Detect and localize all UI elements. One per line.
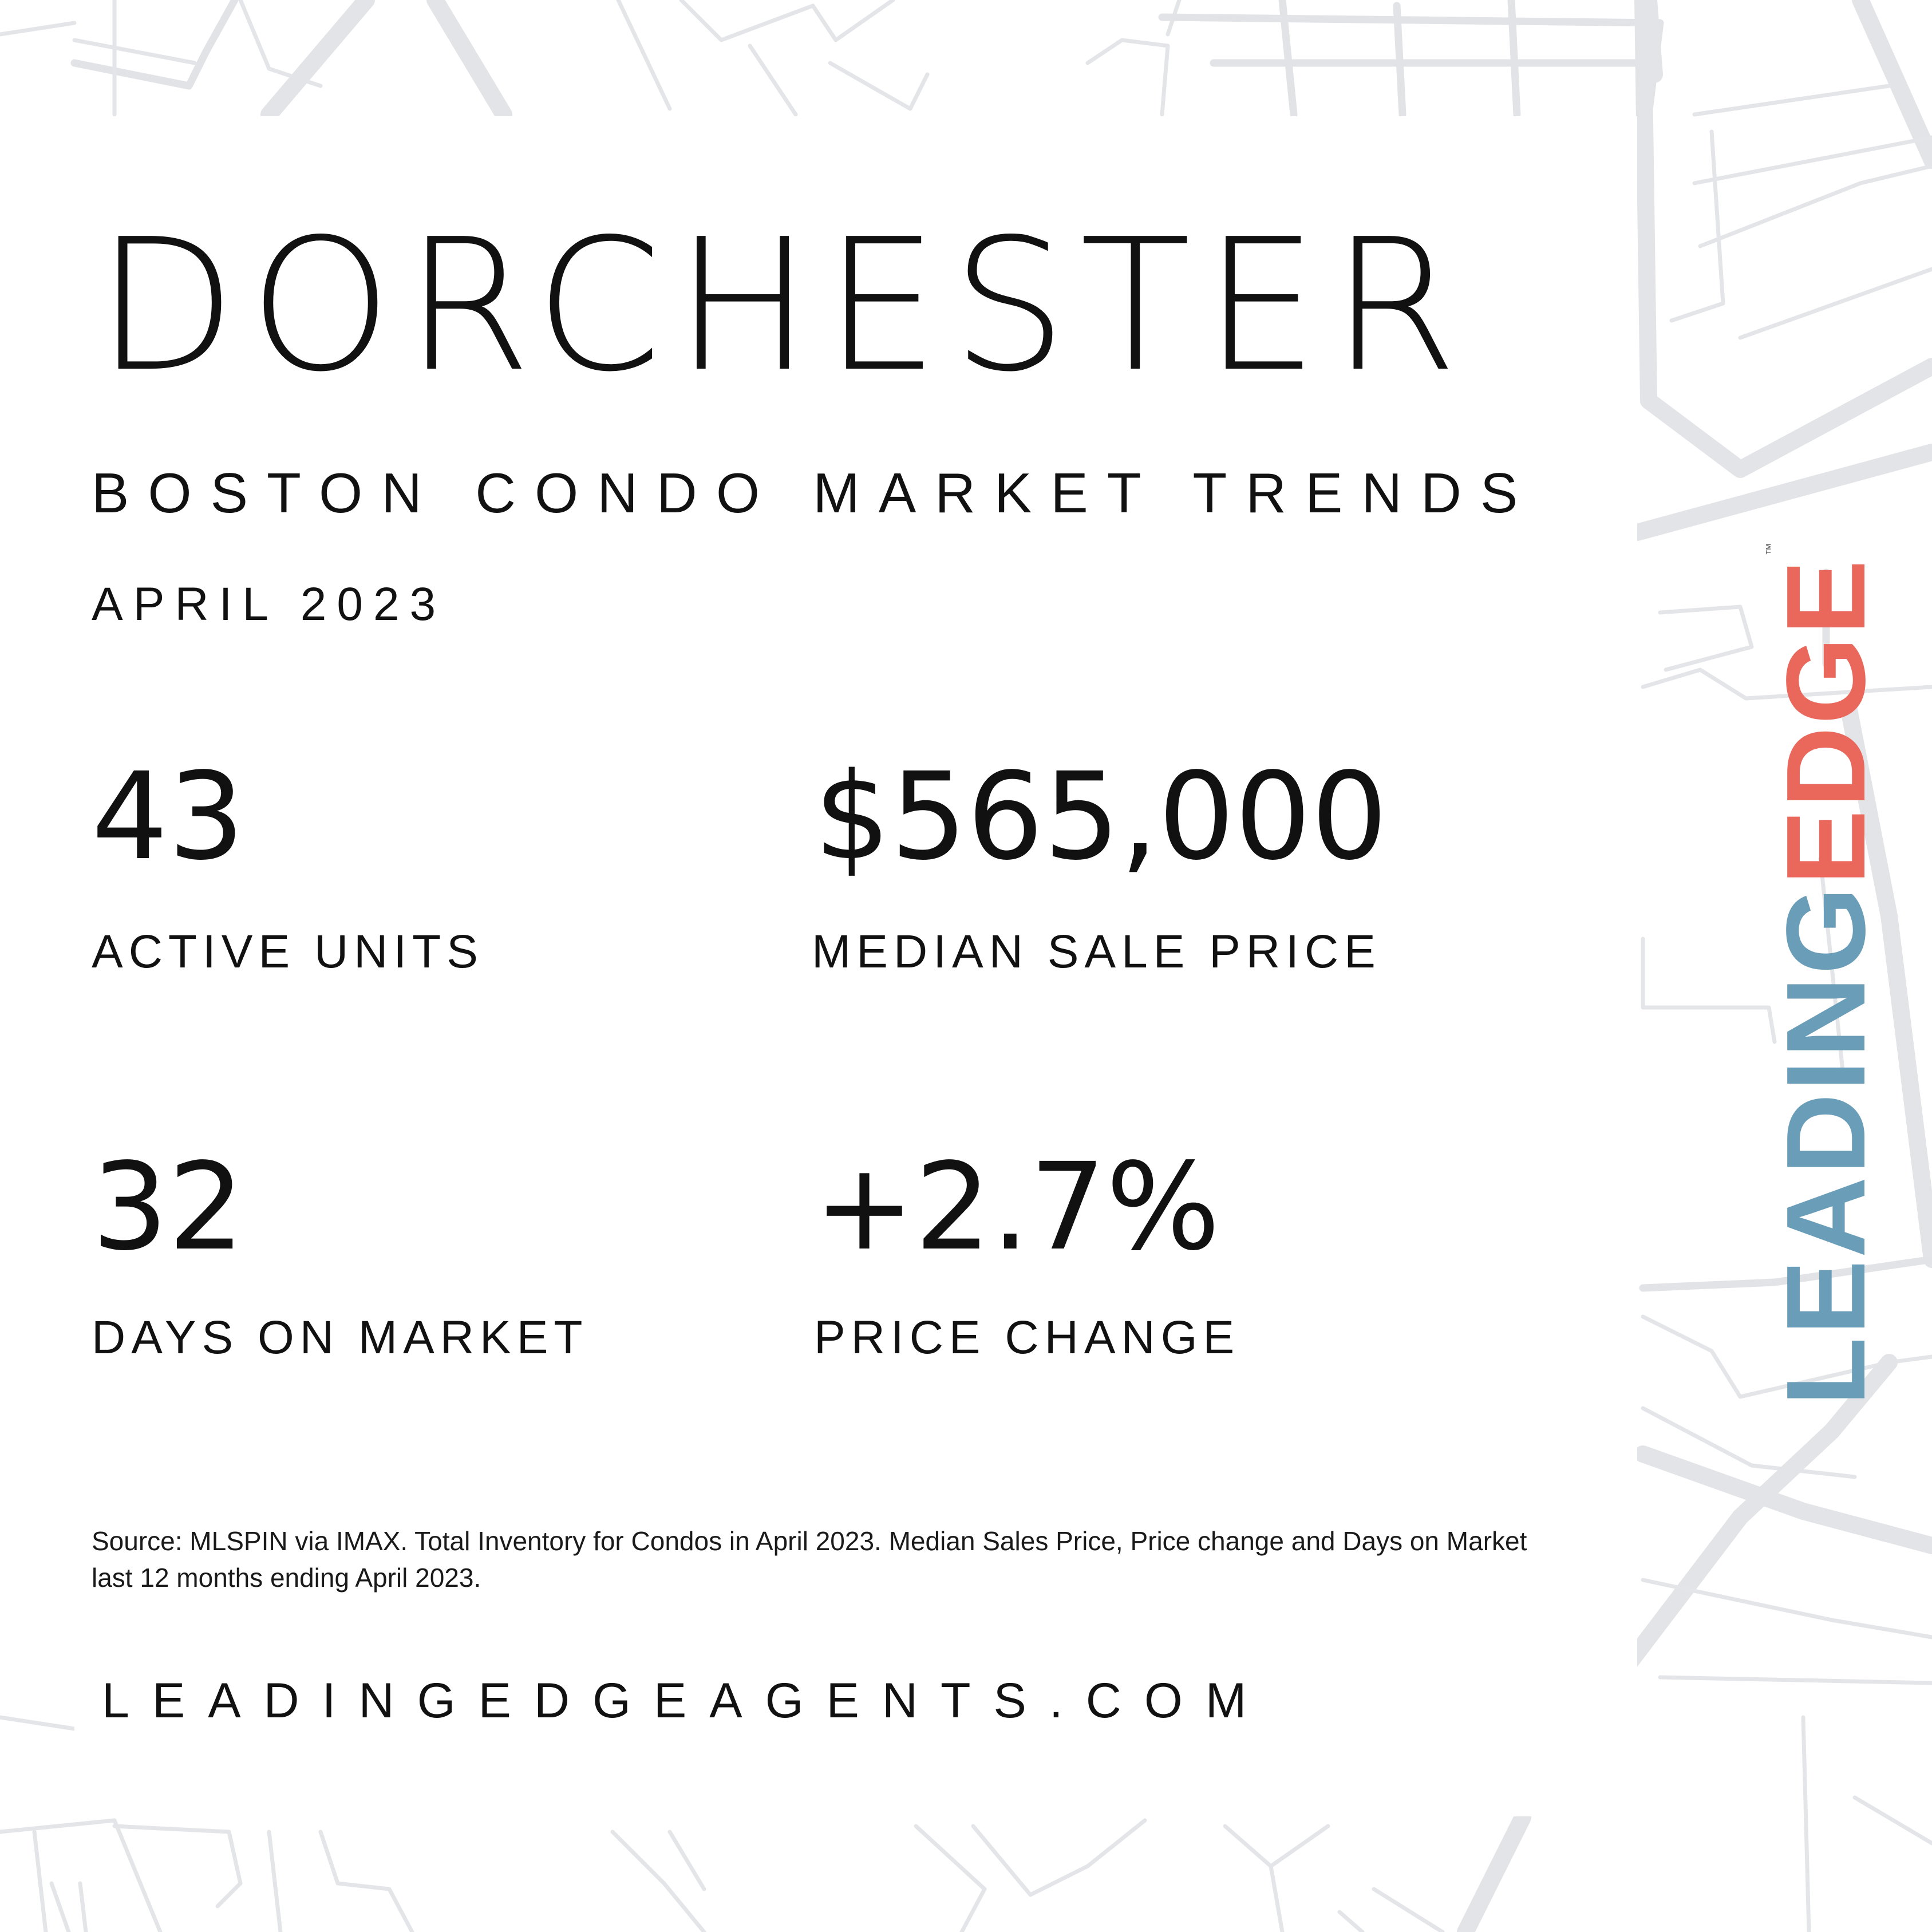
report-subtitle: BOSTON CONDO MARKET TRENDS [92, 461, 1537, 524]
days-on-market-value: 32 [92, 1137, 245, 1277]
trademark-mark: ™ [1763, 540, 1777, 556]
website-url: LEADINGEDGEAGENTS.COM [102, 1673, 1270, 1728]
active-units-label: ACTIVE UNITS [92, 926, 484, 978]
leadingedge-logo: LEADINGEDGE ™ [1763, 540, 1888, 1405]
map-roads-top [70, 0, 1664, 123]
neighborhood-title: DORCHESTER [96, 200, 1471, 412]
map-roads-bottom [0, 1809, 1531, 1932]
median-sale-price-value: $565,000 [814, 746, 1388, 887]
median-sale-price-label: MEDIAN SALE PRICE [812, 926, 1381, 978]
logo-edge-text: EDGE [1763, 558, 1888, 885]
active-units-value: 43 [92, 746, 245, 887]
source-footnote: Source: MLSPIN via IMAX. Total Inventory… [92, 1526, 1527, 1593]
map-roads-right [1623, 0, 1932, 1932]
logo-leading-text: LEADING [1763, 884, 1888, 1406]
price-change-value: +2.7% [814, 1137, 1220, 1277]
content-panel [74, 116, 1637, 1816]
price-change-label: PRICE CHANGE [814, 1311, 1240, 1364]
map-roads-left [0, 21, 77, 1731]
report-date: APRIL 2023 [92, 578, 447, 630]
days-on-market-label: DAYS ON MARKET [92, 1311, 588, 1364]
